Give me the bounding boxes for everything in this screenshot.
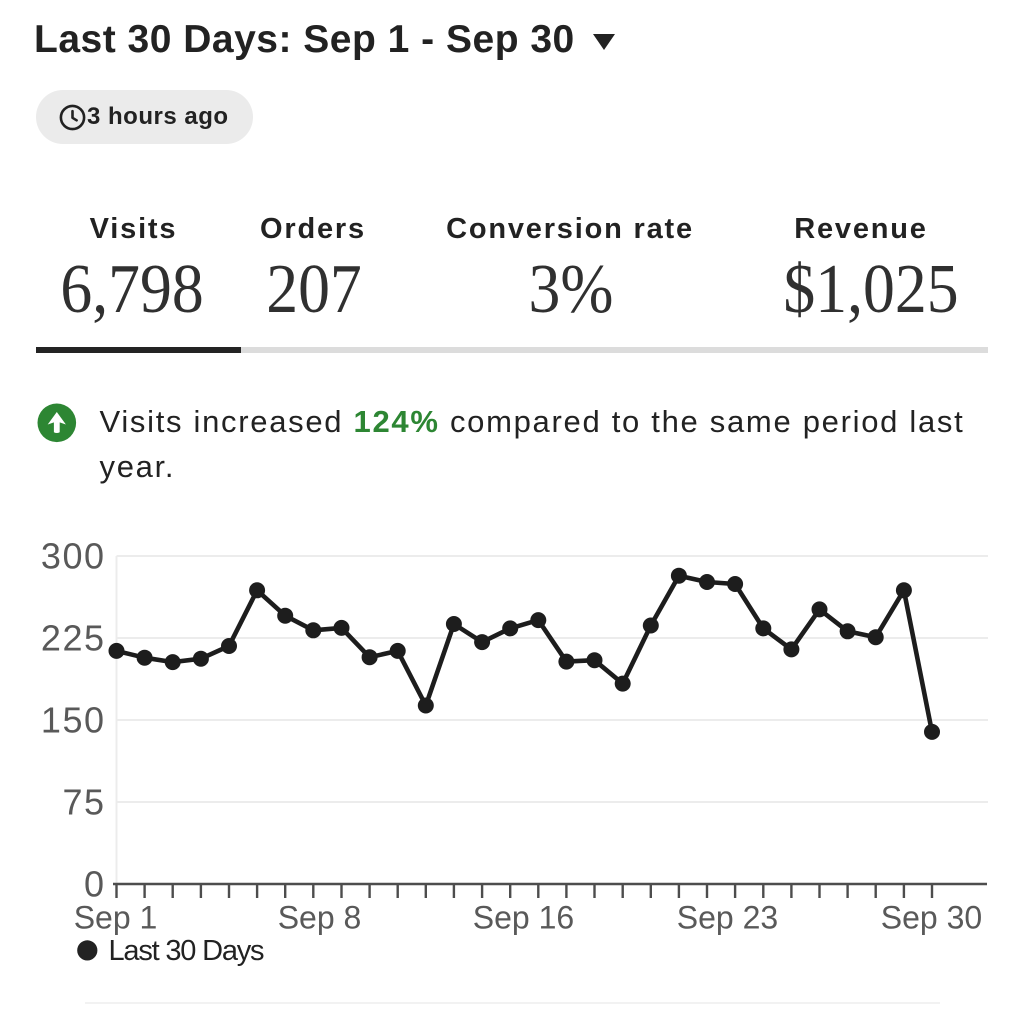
- svg-text:0: 0: [84, 864, 106, 905]
- svg-text:Sep 23: Sep 23: [677, 900, 778, 936]
- svg-text:Sep 30: Sep 30: [881, 900, 982, 936]
- svg-text:225: 225: [41, 618, 106, 659]
- svg-text:Sep 16: Sep 16: [473, 900, 574, 936]
- svg-text:150: 150: [41, 700, 106, 741]
- svg-text:Sep 8: Sep 8: [278, 900, 362, 936]
- svg-text:300: 300: [41, 536, 106, 577]
- svg-text:Last 30 Days: Last 30 Days: [109, 935, 265, 967]
- svg-text:75: 75: [62, 782, 105, 823]
- svg-text:Sep 1: Sep 1: [74, 900, 158, 936]
